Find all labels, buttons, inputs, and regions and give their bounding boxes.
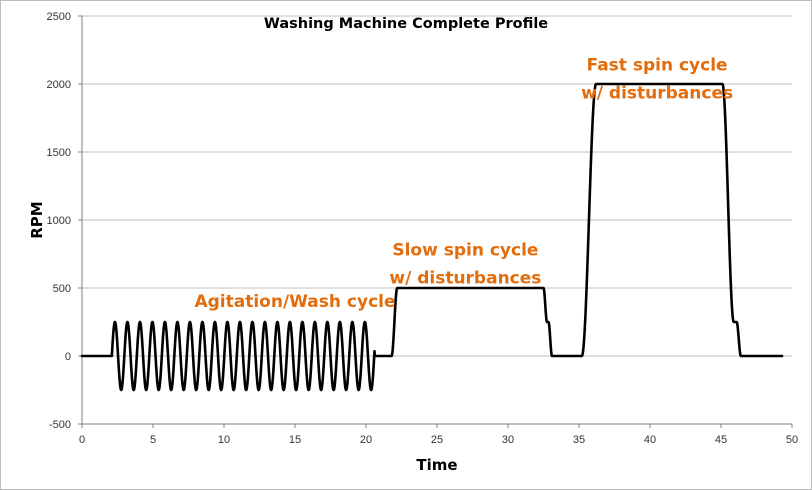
annotation-line: w/ disturbances bbox=[581, 83, 733, 103]
x-tick-label: 50 bbox=[786, 434, 798, 446]
x-tick-label: 15 bbox=[289, 434, 301, 446]
annotation-label: Fast spin cycle w/ disturbances bbox=[581, 55, 733, 103]
annotation-line: w/ disturbances bbox=[389, 268, 541, 288]
annotation-line: Agitation/Wash cycle bbox=[194, 292, 395, 312]
x-axis-title: Time bbox=[416, 456, 457, 474]
y-tick-label: 2000 bbox=[47, 79, 71, 91]
annotation-label: Slow spin cycle w/ disturbances bbox=[389, 240, 541, 288]
y-tick-label: 1000 bbox=[47, 215, 71, 227]
x-tick-label: 0 bbox=[79, 434, 85, 446]
x-tick-label: 5 bbox=[150, 434, 156, 446]
y-tick-label: 2500 bbox=[47, 11, 71, 23]
x-tick-label: 30 bbox=[502, 434, 514, 446]
y-tick-label: 1500 bbox=[47, 147, 71, 159]
annotation-label: Agitation/Wash cycle bbox=[194, 292, 395, 312]
x-tick-label: 10 bbox=[218, 434, 230, 446]
x-tick-label: 25 bbox=[431, 434, 443, 446]
y-tick-label: 0 bbox=[65, 351, 71, 363]
chart-title: Washing Machine Complete Profile bbox=[264, 16, 548, 32]
annotation-line: Fast spin cycle bbox=[587, 55, 728, 75]
series-line-rpm bbox=[80, 82, 784, 392]
y-tick-label: 500 bbox=[53, 283, 71, 295]
gridlines bbox=[82, 15, 792, 357]
annotations: Agitation/Wash cycle Slow spin cycle w/ di… bbox=[194, 55, 733, 312]
series-layer bbox=[80, 82, 784, 392]
x-tick-label: 35 bbox=[573, 434, 585, 446]
x-tick-label: 45 bbox=[715, 434, 727, 446]
annotation-line: Slow spin cycle bbox=[392, 240, 538, 260]
y-tick-label: -500 bbox=[49, 419, 71, 431]
x-tick-label: 40 bbox=[644, 434, 656, 446]
x-tick-label: 20 bbox=[360, 434, 372, 446]
y-axis-title: RPM bbox=[28, 201, 46, 238]
tick-labels: -500 0 500 1000 1500 2000 2500 0 5 10 15 20 25 30 35 40… bbox=[47, 11, 799, 446]
